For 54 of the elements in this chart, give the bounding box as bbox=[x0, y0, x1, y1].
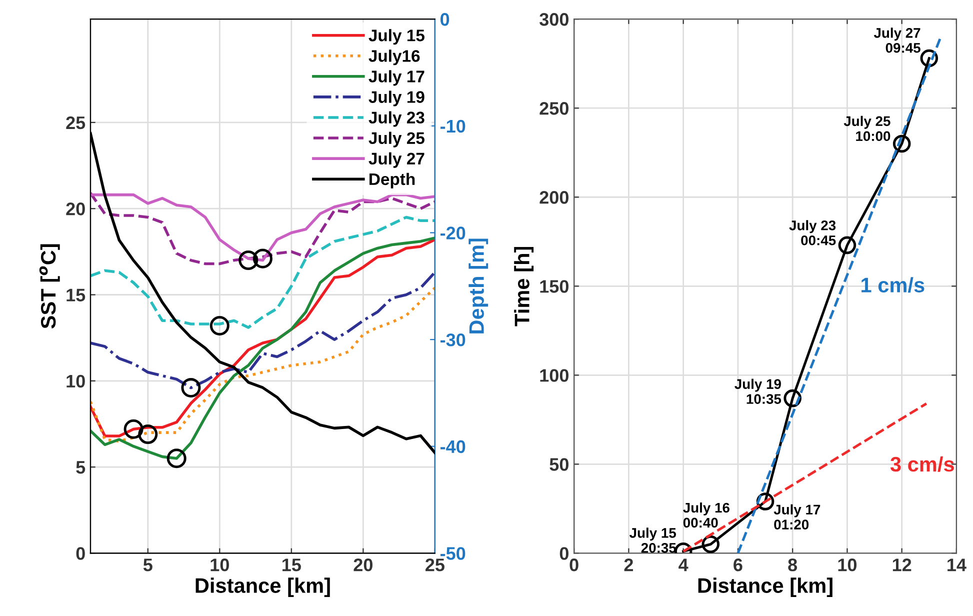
x-tick-label: 6 bbox=[734, 558, 742, 572]
x-axis-title: Distance [km] bbox=[698, 578, 832, 598]
data-label: July 27 09:45 bbox=[874, 28, 920, 53]
y-tick-label: 20 bbox=[66, 202, 85, 216]
x-tick-label: 5 bbox=[143, 558, 152, 572]
x-tick-label: 10 bbox=[210, 558, 229, 572]
y2-tick-label: 0 bbox=[440, 13, 450, 26]
y-tick-label: 5 bbox=[76, 461, 86, 474]
data-label: July 25 10:00 bbox=[844, 116, 890, 142]
x-tick-label: 12 bbox=[892, 558, 912, 572]
y-axis-title: SST [$^{o}$C] bbox=[39, 244, 60, 329]
series-label: 1 cm/s bbox=[862, 277, 924, 293]
y2-tick-label: -20 bbox=[440, 226, 466, 240]
y2-tick-label: -40 bbox=[440, 440, 466, 454]
series-label: 3 cm/s bbox=[890, 456, 954, 472]
legend-label: July16 bbox=[368, 50, 420, 66]
legend-label: July 25 bbox=[368, 132, 424, 148]
legend-label: July 19 bbox=[368, 90, 424, 106]
y-tick-label: 100 bbox=[540, 369, 568, 382]
x-tick-label: 2 bbox=[624, 558, 633, 572]
x-tick-label: 14 bbox=[948, 558, 966, 572]
data-label: July 17 01:20 bbox=[774, 504, 820, 530]
y-axis-title: Time [h] bbox=[514, 246, 534, 326]
y2-tick-label: -50 bbox=[440, 547, 466, 560]
data-label: July 23 00:45 bbox=[789, 220, 836, 246]
x-tick-label: 8 bbox=[788, 558, 798, 572]
y2-tick-label: -30 bbox=[440, 333, 466, 346]
data-label: July 19 10:35 bbox=[734, 378, 782, 404]
legend-label: July 17 bbox=[368, 70, 424, 86]
y-tick-label: 300 bbox=[540, 13, 568, 26]
y2-axis-title: Depth [m] bbox=[468, 238, 488, 334]
y-tick-label: 200 bbox=[540, 191, 568, 204]
y-tick-label: 25 bbox=[66, 116, 86, 130]
y-tick-label: 0 bbox=[560, 547, 568, 560]
x-axis-title: Distance [km] bbox=[196, 578, 330, 598]
x-tick-label: 10 bbox=[838, 558, 857, 572]
x-tick-label: 25 bbox=[426, 558, 444, 572]
y-tick-label: 0 bbox=[76, 547, 85, 560]
x-tick-label: 4 bbox=[678, 558, 688, 572]
x-tick-label: 15 bbox=[282, 558, 301, 572]
data-label: July 15 20:35 bbox=[629, 528, 676, 553]
y-tick-label: 50 bbox=[550, 458, 568, 471]
legend-label: July 15 bbox=[368, 29, 424, 45]
legend-label: July 23 bbox=[368, 111, 424, 127]
data-label: July 16 00:40 bbox=[683, 502, 730, 528]
y-tick-label: 250 bbox=[540, 102, 568, 115]
legend-label: July 27 bbox=[368, 152, 424, 168]
y-tick-label: 15 bbox=[66, 288, 86, 302]
y-tick-label: 10 bbox=[66, 374, 85, 388]
y2-tick-label: -10 bbox=[440, 120, 466, 133]
legend-label: Depth bbox=[370, 172, 415, 188]
x-tick-label: 20 bbox=[354, 558, 372, 572]
y-tick-label: 150 bbox=[540, 280, 568, 293]
x-tick-label: 0 bbox=[570, 558, 578, 572]
